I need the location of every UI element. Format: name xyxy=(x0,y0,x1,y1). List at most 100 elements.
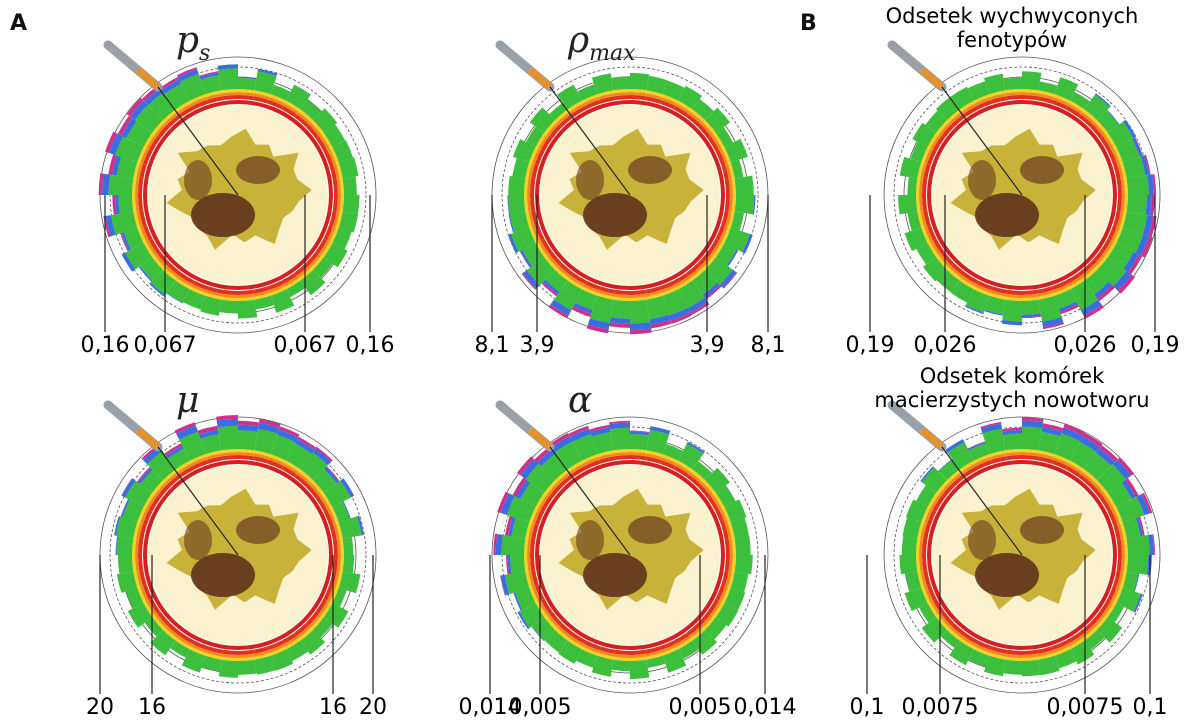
symbol: μ xyxy=(176,380,199,421)
scale-label: 0,16 xyxy=(346,333,395,358)
radial-plot: 0,19 0,026 0,026 0,19 Odsetek wychwyconychfe… xyxy=(846,4,1180,358)
subscript: max xyxy=(589,41,636,66)
band xyxy=(611,76,630,90)
radial-plot: 8,1 3,9 3,9 8,1 ρmax xyxy=(475,20,786,358)
parameter-title: μ xyxy=(176,380,199,421)
band xyxy=(1003,660,1022,675)
scale-label: 0,026 xyxy=(914,333,977,358)
band xyxy=(630,660,649,679)
tumor-dark xyxy=(1020,156,1064,184)
radial-plot: 0,0140,0050,0050,014α xyxy=(459,380,797,720)
band xyxy=(219,660,238,678)
band xyxy=(109,175,134,195)
band xyxy=(1127,535,1150,555)
band xyxy=(118,195,133,214)
scale-label: 16 xyxy=(138,695,166,720)
scale-label: 3,9 xyxy=(690,333,725,358)
radial-plot: 20 16 16 20 μ xyxy=(86,380,387,720)
band xyxy=(220,300,239,314)
band xyxy=(612,660,630,672)
scale-label: 20 xyxy=(86,695,114,720)
scale-label: 0,005 xyxy=(669,695,732,720)
tumor-dark xyxy=(628,516,672,544)
band xyxy=(116,536,133,555)
band xyxy=(238,660,257,675)
scale-label: 0,0075 xyxy=(902,695,979,720)
band xyxy=(1022,660,1041,677)
band xyxy=(630,300,650,324)
scale-label: 0,19 xyxy=(1131,333,1180,358)
scale-label: 8,1 xyxy=(751,333,786,358)
band xyxy=(1022,427,1042,451)
tumor-dark xyxy=(1020,516,1064,544)
tumor-dark xyxy=(236,156,280,184)
scale-label: 20 xyxy=(359,695,387,720)
panel-title: fenotypów xyxy=(957,28,1068,52)
panel-letter: B xyxy=(800,11,817,36)
band xyxy=(510,555,525,574)
panel-title: Odsetek wychwyconych xyxy=(886,4,1139,28)
symbol: α xyxy=(568,380,592,421)
scale-label: 0,19 xyxy=(846,333,895,358)
band xyxy=(508,195,525,214)
band xyxy=(899,555,917,574)
tumor-dark xyxy=(968,160,996,200)
band xyxy=(907,177,917,195)
band xyxy=(118,555,133,574)
band xyxy=(343,195,360,214)
radial-plot: 0,160,0670,0670,16ps xyxy=(81,20,395,358)
band xyxy=(630,73,649,90)
band xyxy=(1002,300,1022,322)
band xyxy=(218,68,238,90)
radial-plot: 0,10,00750,00750,1Odsetek komórekmacierz… xyxy=(850,364,1168,720)
band xyxy=(508,176,525,195)
band xyxy=(1127,555,1149,575)
band xyxy=(1022,71,1041,90)
band xyxy=(898,195,917,214)
panel-title: Odsetek komórek xyxy=(920,364,1105,388)
tumor-dark xyxy=(576,160,604,200)
band xyxy=(735,176,754,195)
band xyxy=(735,555,753,574)
figure: A B 0,160,0670,0670,16ps8,13,93,98,1ρmax… xyxy=(0,0,1190,725)
tumor-dark xyxy=(236,516,280,544)
band xyxy=(501,535,525,555)
tumor-dark xyxy=(968,520,996,560)
band xyxy=(238,300,257,319)
band xyxy=(343,176,357,195)
parameter-title: ρmax xyxy=(567,20,636,66)
scale-label: 0,067 xyxy=(274,333,337,358)
tumor-dark xyxy=(184,160,212,200)
band xyxy=(343,537,354,555)
band xyxy=(735,536,751,555)
band xyxy=(902,536,918,555)
band xyxy=(1127,195,1147,215)
tumor-dark xyxy=(184,520,212,560)
parameter-title: ps xyxy=(176,20,210,66)
symbol: p xyxy=(176,20,199,61)
band xyxy=(610,428,630,451)
scale-label: 0,067 xyxy=(134,333,197,358)
subscript: s xyxy=(199,41,210,66)
scale-label: 16 xyxy=(319,695,347,720)
panel-title: macierzystych nowotworu xyxy=(874,388,1149,412)
band xyxy=(1004,78,1022,91)
scale-label: 0,014 xyxy=(734,695,797,720)
tumor-dark xyxy=(628,156,672,184)
band xyxy=(735,195,755,214)
band xyxy=(1127,175,1149,195)
tumor-dark xyxy=(576,520,604,560)
band xyxy=(1022,300,1041,315)
panel-letter: A xyxy=(10,11,27,36)
scale-label: 3,9 xyxy=(520,333,555,358)
scale-label: 0,026 xyxy=(1054,333,1117,358)
band xyxy=(1003,434,1022,451)
scale-label: 0,005 xyxy=(509,695,572,720)
band xyxy=(238,430,258,450)
symbol: ρ xyxy=(567,20,589,61)
band xyxy=(218,426,238,451)
scale-label: 0,0075 xyxy=(1047,695,1124,720)
scale-label: 8,1 xyxy=(475,333,510,358)
band xyxy=(343,555,355,573)
parameter-title: α xyxy=(568,380,592,421)
